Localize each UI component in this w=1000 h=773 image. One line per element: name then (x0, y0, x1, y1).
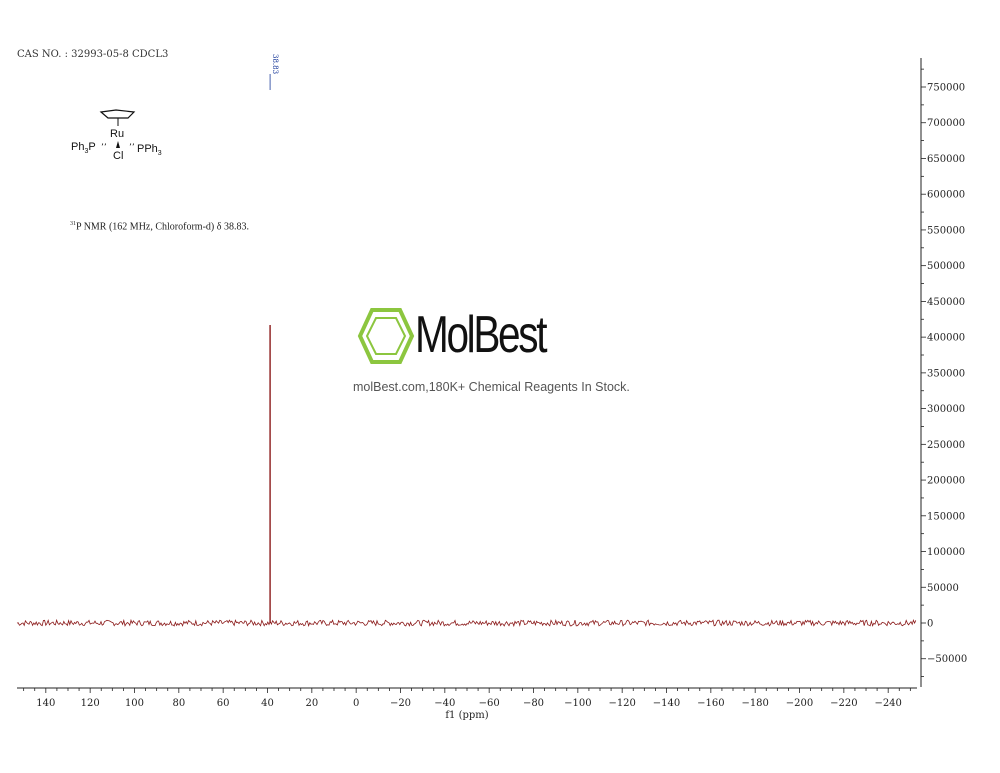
x-tick-label: 100 (125, 698, 144, 709)
spectrum-baseline (16, 618, 917, 628)
y-tick-label: 600000 (927, 190, 965, 201)
molbest-hexagon-logo-icon (357, 308, 415, 364)
x-tick-label: −80 (523, 698, 544, 709)
x-tick-label: −200 (786, 698, 813, 709)
x-tick-label: −40 (434, 698, 455, 709)
y-tick-label: 250000 (927, 440, 965, 451)
right-wedge-bond: ՚՚ (129, 142, 135, 152)
nmr-description-text: P NMR (162 MHz, Chloroform-d) δ 38.83. (76, 221, 249, 233)
y-tick-label: 400000 (927, 333, 965, 344)
y-tick-label: 350000 (927, 368, 965, 379)
peak-label-0: 38.83 (271, 54, 279, 74)
y-tick-label: −50000 (927, 654, 967, 665)
y-tick-label: 150000 (927, 511, 965, 522)
cas-number-label: CAS NO. : 32993-05-8 CDCL3 (17, 49, 169, 60)
right-ligand-subscript: 3 (157, 150, 162, 158)
x-tick-label: 40 (261, 698, 274, 709)
y-tick-label: 0 (927, 619, 933, 630)
y-tick-label: 300000 (927, 404, 965, 415)
x-tick-label: 140 (36, 698, 55, 709)
chemical-structure: Ru Ph3P ՚՚ ՚՚ PPh3 Cl (68, 104, 178, 166)
metal-atom-label: Ru (110, 128, 125, 140)
y-tick-label: 200000 (927, 476, 965, 487)
right-ligand-label: PPh3 (137, 143, 162, 157)
x-tick-label: −120 (608, 698, 635, 709)
halide-label: Cl (113, 150, 124, 162)
brand-tagline: molBest.com,180K+ Chemical Reagents In S… (353, 380, 630, 394)
y-tick-label: 450000 (927, 297, 965, 308)
y-tick-label: 100000 (927, 547, 965, 558)
nucleus-superscript: 31 (70, 221, 76, 227)
y-tick-label: 50000 (927, 583, 959, 594)
x-tick-label: 60 (217, 698, 230, 709)
left-wedge-bond: ՚՚ (101, 142, 107, 152)
x-tick-label: −140 (653, 698, 680, 709)
x-tick-label: −20 (390, 698, 411, 709)
x-tick-label: −60 (479, 698, 500, 709)
x-tick-label: −160 (697, 698, 724, 709)
left-ligand-subscript: 3 (84, 148, 89, 156)
x-tick-label: 120 (81, 698, 100, 709)
left-ligand-atom: P (88, 141, 96, 153)
x-tick-label: −240 (874, 698, 901, 709)
x-tick-label: 20 (305, 698, 318, 709)
y-tick-label: 750000 (927, 83, 965, 94)
left-ligand-label: Ph3P (71, 141, 96, 155)
nmr-description: 31P NMR (162 MHz, Chloroform-d) δ 38.83. (70, 221, 249, 232)
brand-watermark: MolBest (415, 306, 547, 364)
spectrum-layer: 38.83 (16, 54, 917, 628)
axis-layer: 140 120 100 80 60 40 20 0 −20 −40 −60 −80 −100 −120 −1… (17, 58, 967, 721)
x-tick-label: 0 (353, 698, 359, 709)
x-axis-label: f1 (ppm) (445, 710, 488, 721)
x-tick-label: −180 (741, 698, 768, 709)
left-ligand-text: Ph (71, 141, 85, 153)
y-tick-label: 650000 (927, 154, 965, 165)
x-tick-label: 80 (172, 698, 185, 709)
x-tick-label: −220 (830, 698, 857, 709)
y-tick-label: 500000 (927, 261, 965, 272)
right-ligand-text: PPh (137, 143, 158, 155)
cyclopentadienyl-ring-icon (99, 109, 136, 148)
x-tick-label: −100 (564, 698, 591, 709)
y-tick-label: 700000 (927, 118, 965, 129)
y-tick-label: 550000 (927, 225, 965, 236)
